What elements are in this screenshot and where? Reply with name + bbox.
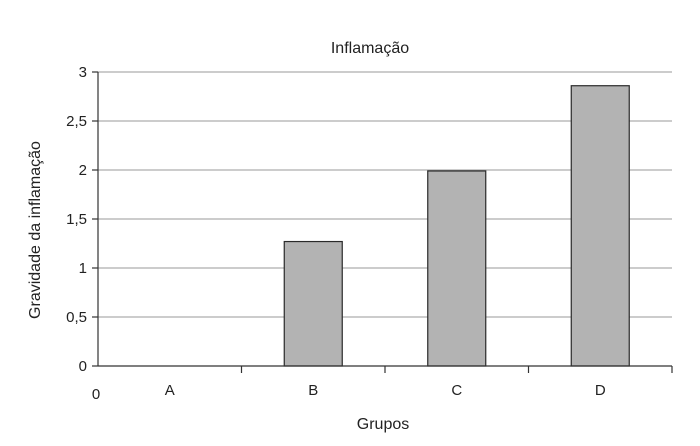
y-tick-label: 0 [79,358,87,375]
y-tick-label: 2,5 [66,113,87,130]
tick-labels: 0 0,5 1 1,5 2 2,5 3 A B C D [66,64,606,399]
y-tick-label: 1,5 [66,211,87,228]
bars [283,85,630,367]
x-tick-label-d: D [595,382,606,399]
x-tick-label-a: A [165,382,175,399]
bar-c [427,170,487,367]
bar-b [283,240,343,367]
bar-d [570,85,630,367]
chart-title: Inflamação [331,40,409,57]
x-tick-label-c: C [451,382,462,399]
y-tick-label: 3 [79,64,87,81]
x-origin-label: 0 [92,386,100,403]
axes [92,71,673,373]
y-tick-label: 2 [79,162,87,179]
x-tick-label-b: B [308,382,318,399]
y-tick-label: 0,5 [66,309,87,326]
x-axis-title: Grupos [357,416,409,433]
y-tick-label: 1 [79,260,87,277]
y-axis-title: Gravidade da inflamação [27,141,44,319]
